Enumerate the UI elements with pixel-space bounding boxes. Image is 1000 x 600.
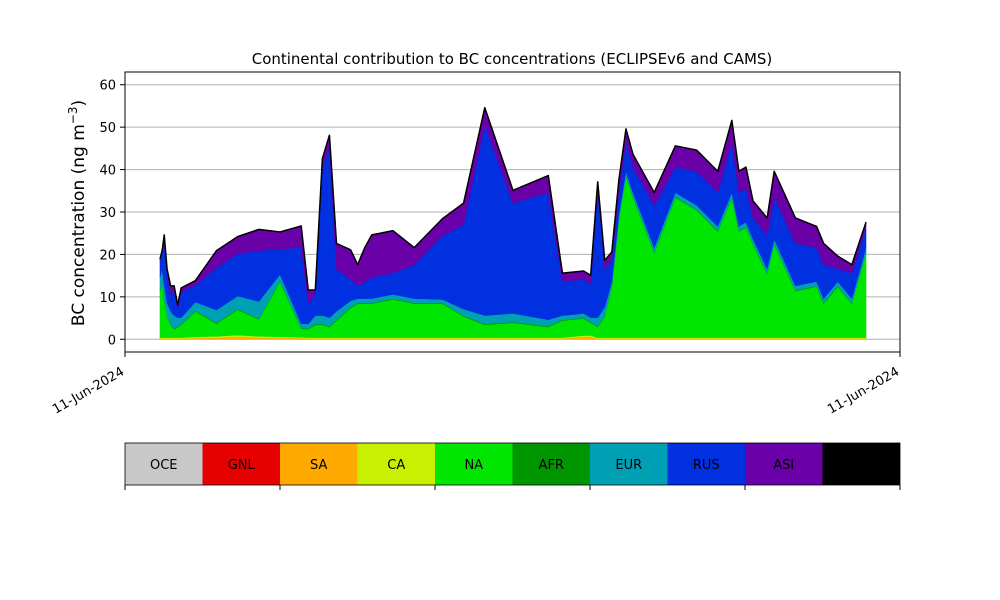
y-tick-label: 20 bbox=[99, 248, 116, 263]
y-tick-label: 30 bbox=[99, 206, 116, 221]
legend-swatch-afr bbox=[512, 443, 590, 485]
legend-swatch-oce bbox=[125, 443, 203, 485]
y-axis-label: BC concentration (ng m−3) bbox=[66, 100, 89, 326]
legend-swatch-ca bbox=[357, 443, 435, 485]
legend-swatch-asi bbox=[745, 443, 823, 485]
chart-title: Continental contribution to BC concentra… bbox=[252, 50, 773, 68]
legend-label-oce: OCE bbox=[150, 458, 178, 473]
stacked-areas bbox=[159, 106, 867, 340]
y-axis-label-close: ) bbox=[69, 100, 89, 107]
legend-label-ca: CA bbox=[387, 458, 405, 473]
legend-swatch-rus bbox=[667, 443, 745, 485]
legend-swatch-sa bbox=[280, 443, 358, 485]
y-tick-label: 50 bbox=[99, 121, 116, 136]
y-tick-label: 40 bbox=[99, 164, 116, 179]
legend-swatch-eur bbox=[590, 443, 668, 485]
legend-label-asi: ASI bbox=[773, 458, 794, 473]
y-axis-label-text: BC concentration (ng m bbox=[69, 124, 89, 326]
legend-label-gnl: GNL bbox=[228, 458, 256, 473]
legend-label-afr: AFR bbox=[539, 458, 564, 473]
legend-label-rus: RUS bbox=[693, 458, 720, 473]
legend-label-aus: AUS bbox=[848, 458, 875, 473]
total-line bbox=[159, 106, 867, 306]
legend-frame bbox=[124, 442, 901, 486]
legend-swatch-gnl bbox=[202, 443, 280, 485]
colorbar-legend: OCE GNL SA CA NA AFR EUR RUS ASI AUS bbox=[124, 442, 901, 490]
legend-swatch-aus bbox=[822, 443, 900, 485]
y-axis-label-superscript: −3 bbox=[66, 106, 80, 124]
legend-label-sa: SA bbox=[310, 458, 327, 473]
legend-label-na: NA bbox=[464, 458, 483, 473]
legend-label-eur: EUR bbox=[615, 458, 642, 473]
y-tick-label: 60 bbox=[99, 79, 116, 94]
y-tick-label: 0 bbox=[108, 333, 116, 348]
y-tick-label: 10 bbox=[99, 291, 116, 306]
legend-swatch-na bbox=[435, 443, 513, 485]
